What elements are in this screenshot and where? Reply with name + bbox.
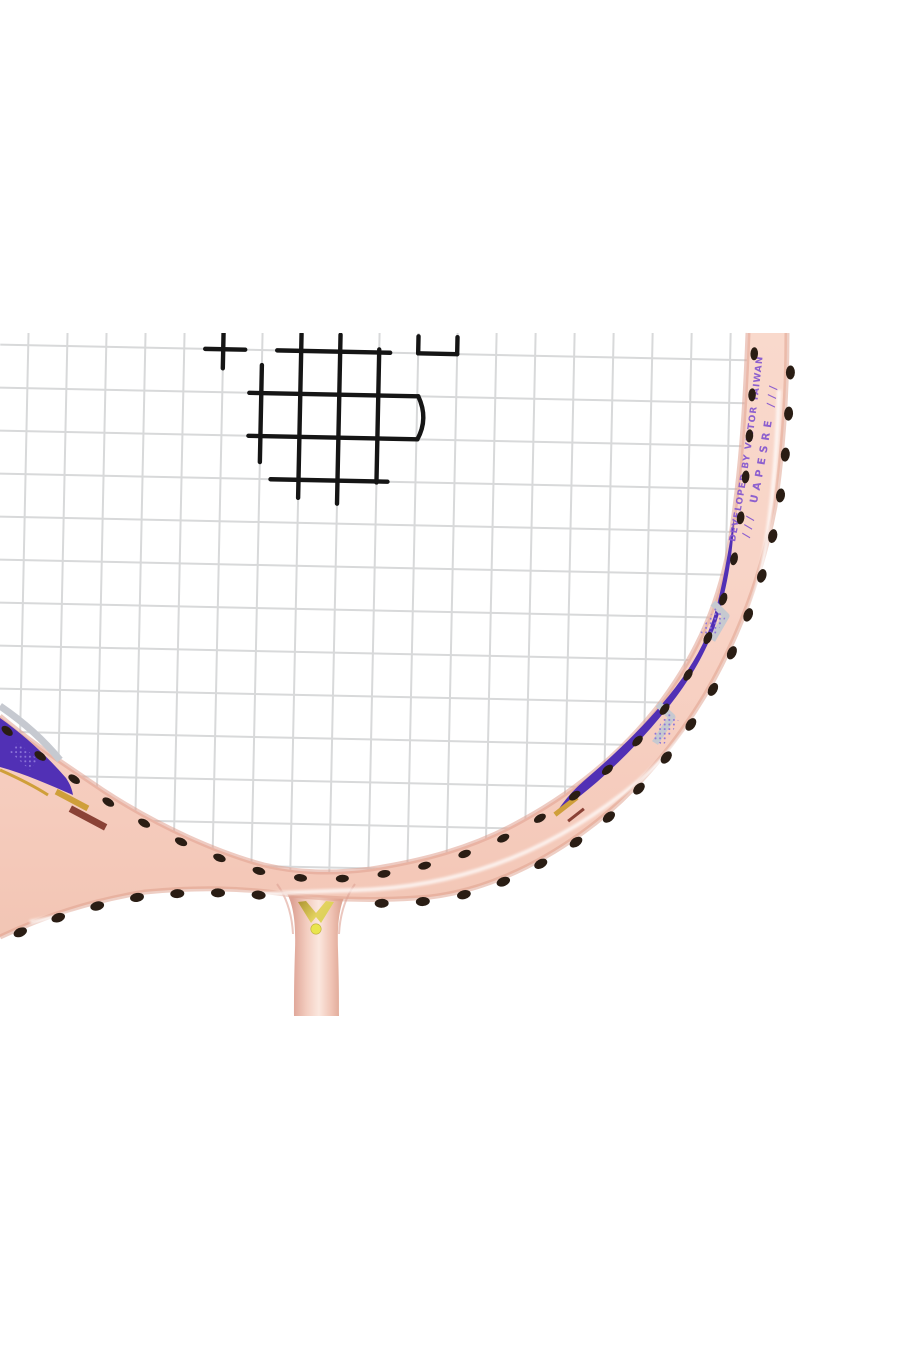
grommet xyxy=(602,811,616,823)
grommet xyxy=(251,890,266,900)
grommet xyxy=(130,892,144,903)
grommet xyxy=(68,774,80,785)
grommet xyxy=(741,470,750,484)
grommet xyxy=(51,912,66,923)
grommet xyxy=(252,866,266,875)
victor-v-logo xyxy=(298,901,334,935)
grommet xyxy=(660,751,672,764)
grommet xyxy=(294,874,307,882)
t-joint-crease-left xyxy=(276,883,294,935)
frame-outer-edge xyxy=(0,332,790,940)
grommet xyxy=(757,569,767,583)
frame-decal-silver xyxy=(0,600,730,763)
grommet xyxy=(374,898,389,908)
grommet xyxy=(719,592,728,606)
grommet xyxy=(211,888,226,898)
grommet xyxy=(1,725,13,736)
grommet xyxy=(170,889,185,899)
grommet xyxy=(750,347,759,361)
grommet xyxy=(633,782,645,795)
grommet xyxy=(457,889,471,900)
grommet xyxy=(458,849,471,859)
grommet xyxy=(13,927,27,938)
grommet xyxy=(703,631,713,645)
grommet xyxy=(213,853,226,863)
grommet xyxy=(335,874,349,883)
racket-frame-hoop: DEVELOPED BY VICTOR TAIWAN /// UAPESRE /… xyxy=(0,332,790,940)
grommet xyxy=(569,836,583,848)
grommet xyxy=(743,608,754,622)
grommet xyxy=(377,869,391,878)
grommet xyxy=(707,682,719,696)
decal-dot-texture xyxy=(10,608,726,770)
grommet xyxy=(418,861,431,870)
grommet xyxy=(138,818,151,828)
string-stencil-mark xyxy=(203,333,460,506)
grommet xyxy=(780,447,790,462)
frame-decal-gold xyxy=(0,768,585,831)
grommet xyxy=(534,858,548,869)
grommet xyxy=(659,703,670,715)
inner-grommets xyxy=(1,347,759,883)
grommet xyxy=(34,751,46,761)
outer-grommets xyxy=(13,365,795,938)
grommet xyxy=(496,876,511,887)
gloss-highlight xyxy=(29,389,781,924)
grommet xyxy=(768,529,778,543)
grommet xyxy=(568,790,581,801)
grommet xyxy=(726,646,737,660)
grommet xyxy=(745,429,754,443)
grommet xyxy=(784,406,794,421)
t-joint-crease-right xyxy=(338,883,356,935)
racket-shaft xyxy=(282,886,351,1016)
grommet xyxy=(730,552,738,566)
grommet xyxy=(748,388,756,402)
grommet xyxy=(174,837,188,847)
frame-band xyxy=(0,333,787,937)
grommet xyxy=(415,897,430,907)
grommet xyxy=(534,813,546,823)
grommet xyxy=(497,833,510,843)
grommet xyxy=(102,797,115,807)
grommet xyxy=(785,365,795,380)
grommet xyxy=(632,735,643,747)
grommet xyxy=(90,901,105,911)
grommet xyxy=(601,764,613,775)
grommet xyxy=(685,718,697,731)
grommet xyxy=(736,511,745,525)
grommet xyxy=(683,668,693,681)
grommet xyxy=(775,488,786,503)
